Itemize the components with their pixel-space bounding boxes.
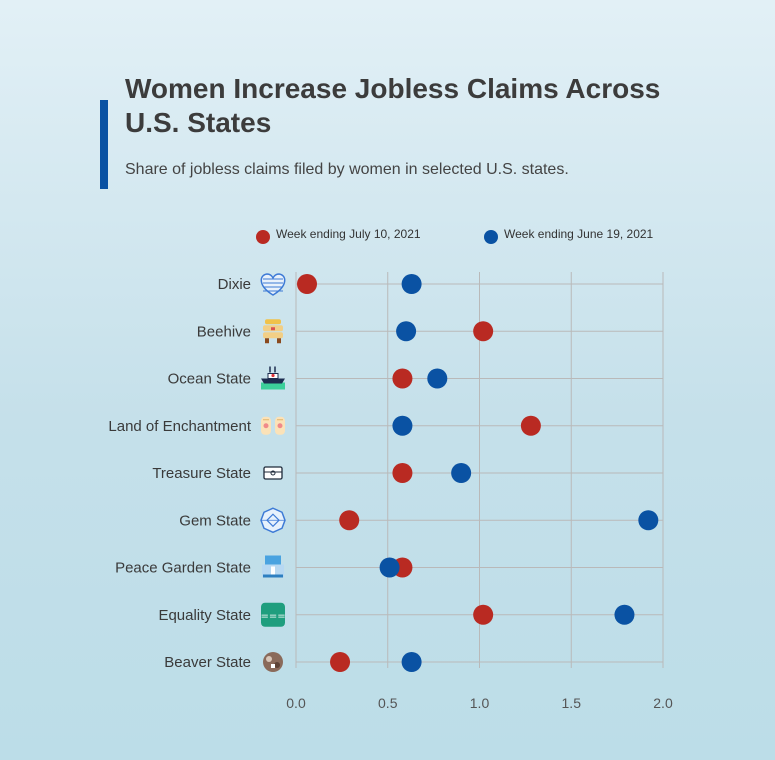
x-tick-label: 1.5 — [562, 695, 582, 711]
x-tick-label: 2.0 — [653, 695, 673, 711]
data-point — [451, 463, 472, 483]
data-point — [614, 604, 635, 625]
x-tick-label: 1.0 — [470, 695, 490, 711]
data-point — [401, 274, 422, 294]
data-point — [339, 510, 360, 531]
category-label: Treasure State — [152, 465, 251, 482]
category-label: Equality State — [158, 607, 251, 624]
category-label: Ocean State — [168, 371, 251, 388]
category-label: Peace Garden State — [115, 560, 251, 577]
category-label: Beaver State — [164, 654, 251, 671]
chart-subtitle: Share of jobless claims filed by women i… — [125, 161, 569, 178]
equals-icon: === — [260, 602, 286, 627]
data-point — [379, 557, 400, 578]
data-point — [427, 368, 448, 389]
data-point — [392, 368, 413, 389]
legend-label: Week ending July 10, 2021 — [276, 227, 421, 241]
x-tick-label: 0.5 — [378, 695, 398, 711]
accent-bar — [100, 100, 108, 189]
data-points — [297, 274, 659, 672]
data-point — [401, 652, 422, 672]
hands-icon — [261, 416, 285, 435]
x-tick-label: 0.0 — [286, 695, 306, 711]
data-point — [330, 652, 351, 672]
data-point — [392, 415, 413, 436]
x-axis-ticks: 0.0 0.5 1.0 1.5 2.0 — [286, 695, 673, 711]
beehive-icon — [263, 319, 283, 344]
gem-icon — [260, 507, 286, 534]
legend: Week ending July 10, 2021 Week ending Jun… — [256, 227, 654, 244]
category-labels: Dixie Beehive Ocean State Land of Enchantme… — [108, 273, 286, 672]
heart-flag-icon — [260, 273, 286, 296]
data-point — [473, 604, 494, 625]
data-point — [396, 321, 417, 342]
category-label: Gem State — [179, 512, 251, 529]
data-point — [520, 415, 541, 436]
data-point — [638, 510, 659, 531]
svg-text:===: === — [260, 611, 285, 622]
treasure-chest-icon — [263, 466, 283, 480]
garden-building-icon — [262, 555, 284, 578]
ship-icon — [261, 366, 285, 390]
category-label: Dixie — [218, 276, 251, 293]
data-point — [392, 463, 413, 483]
legend-label: Week ending June 19, 2021 — [504, 227, 654, 241]
beaver-icon — [263, 652, 283, 672]
legend-marker — [256, 230, 270, 244]
data-point — [297, 274, 318, 294]
chart-title: Women Increase Jobless Claims Across U.S… — [125, 73, 661, 138]
data-point — [473, 321, 494, 342]
category-label: Land of Enchantment — [108, 418, 251, 435]
category-label: Beehive — [197, 323, 251, 340]
legend-marker — [484, 230, 498, 244]
